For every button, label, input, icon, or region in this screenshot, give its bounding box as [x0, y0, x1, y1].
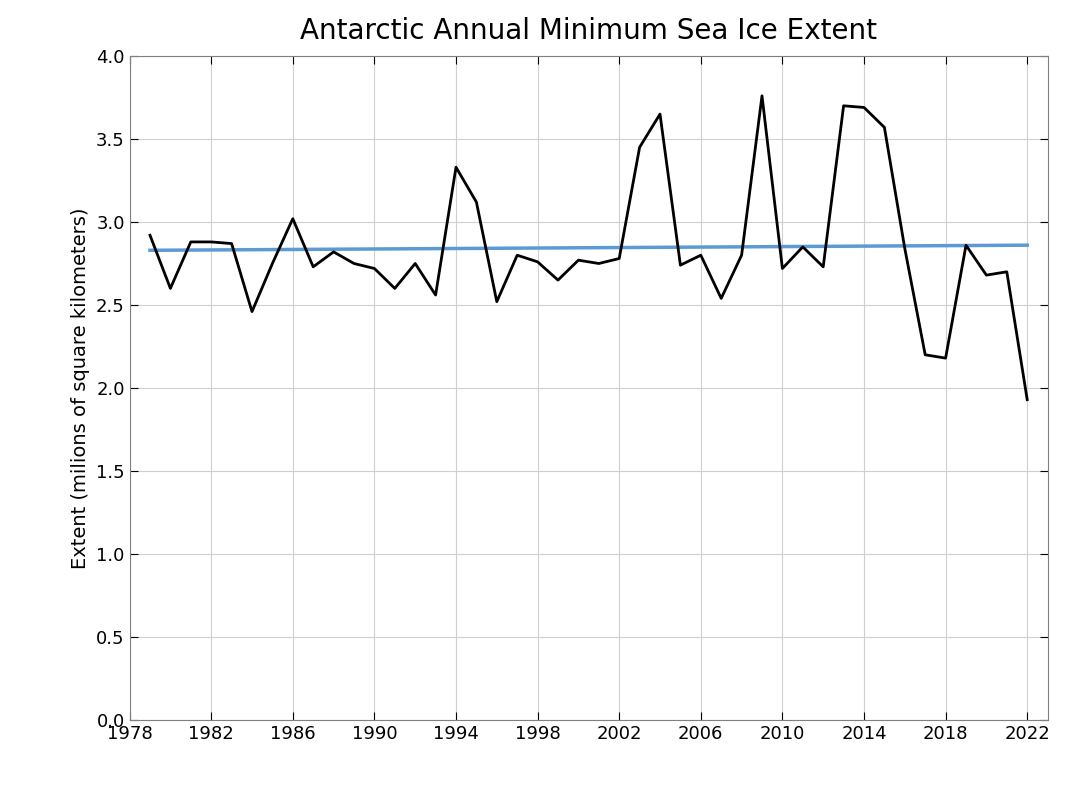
- Y-axis label: Extent (milions of square kilometers): Extent (milions of square kilometers): [71, 207, 91, 569]
- Title: Antarctic Annual Minimum Sea Ice Extent: Antarctic Annual Minimum Sea Ice Extent: [300, 18, 877, 46]
